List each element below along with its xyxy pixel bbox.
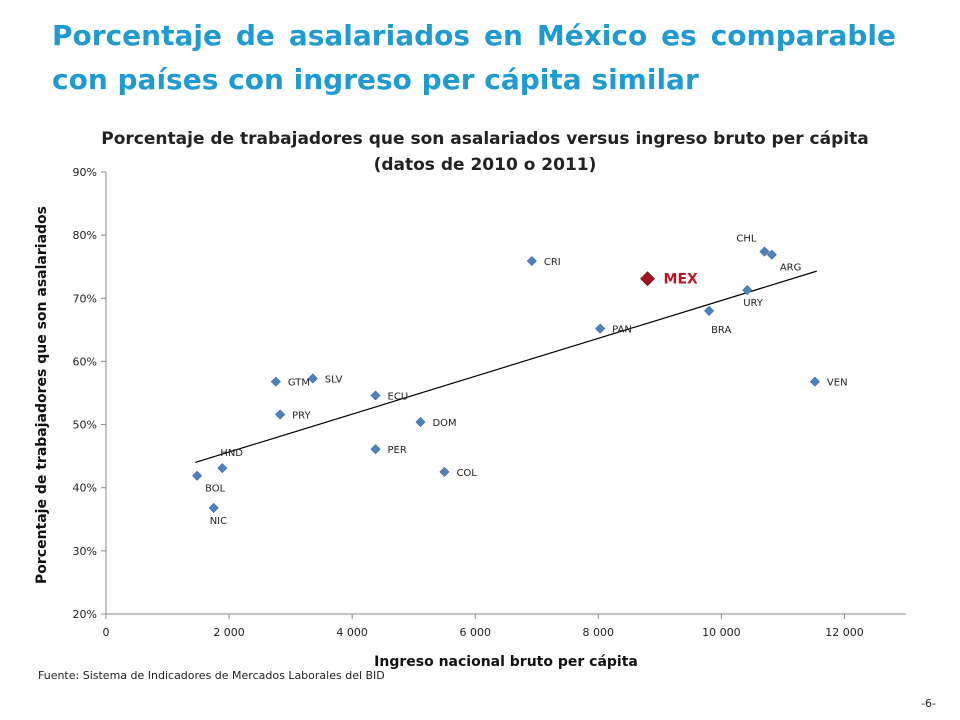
point-label-bol: BOL	[205, 484, 226, 495]
y-tick-label: 80%	[73, 229, 97, 242]
trendline	[195, 270, 817, 464]
page-number: -6-	[921, 697, 936, 710]
point-label-ury: URY	[743, 298, 764, 309]
point-label-per: PER	[388, 445, 407, 456]
y-tick-label: 90%	[73, 166, 97, 179]
point-marker-slv	[307, 373, 318, 384]
y-tick-label: 60%	[73, 355, 97, 368]
point-marker-hnd	[217, 463, 228, 474]
x-tick-label: 10 000	[702, 626, 741, 639]
point-label-pry: PRY	[292, 410, 311, 421]
point-marker-ury	[742, 285, 753, 296]
point-marker-bra	[704, 305, 715, 316]
point-label-arg: ARG	[780, 263, 802, 274]
chart-title: Porcentaje de trabajadores que son asala…	[101, 129, 869, 175]
source-note: Fuente: Sistema de Indicadores de Mercad…	[38, 669, 385, 682]
data-points: CRI CHL ARG MEX URY BRA PAN GTM SLV VEN ECU PRY DOM P…	[192, 234, 848, 527]
x-tick-label: 12 000	[825, 626, 864, 639]
point-marker-dom	[415, 417, 426, 428]
point-label-mex: MEX	[664, 272, 698, 288]
x-tick-label: 0	[103, 626, 110, 639]
point-label-hnd: HND	[220, 448, 243, 459]
point-label-pan: PAN	[612, 325, 632, 336]
point-label-bra: BRA	[711, 325, 731, 336]
point-marker-ecu	[370, 390, 381, 401]
point-marker-chl	[759, 246, 770, 257]
trendline-group	[195, 270, 817, 464]
point-label-dom: DOM	[432, 418, 456, 429]
point-label-gtm: GTM	[288, 378, 310, 389]
x-tick-label: 2 000	[213, 626, 245, 639]
point-label-nic: NIC	[210, 516, 227, 527]
y-tick-label: 30%	[73, 545, 97, 558]
x-axis-label: Ingreso nacional bruto per cápita	[374, 654, 638, 670]
point-marker-col	[439, 466, 450, 477]
point-marker-arg	[766, 249, 777, 260]
y-axis-label: Porcentaje de trabajadores que son asala…	[34, 206, 50, 584]
point-label-chl: CHL	[736, 234, 757, 245]
point-label-col: COL	[456, 468, 477, 479]
y-tick-label: 50%	[73, 419, 97, 432]
point-label-ecu: ECU	[388, 392, 409, 403]
x-tick-label: 4 000	[336, 626, 368, 639]
slide-title: Porcentaje de asalariados en México es c…	[52, 19, 896, 96]
point-marker-cri	[526, 256, 537, 267]
x-tick-label: 8 000	[583, 626, 615, 639]
y-tick-label: 40%	[73, 482, 97, 495]
point-marker-gtm	[270, 376, 281, 387]
point-marker-ven	[809, 376, 820, 387]
point-marker-per	[370, 444, 381, 455]
point-marker-nic	[208, 502, 219, 513]
point-marker-pan	[595, 323, 606, 334]
point-label-slv: SLV	[325, 374, 343, 385]
y-tick-label: 70%	[73, 292, 97, 305]
y-tick-label: 20%	[73, 608, 97, 621]
x-tick-label: 6 000	[459, 626, 491, 639]
point-marker-pry	[275, 409, 286, 420]
point-marker-bol	[192, 470, 203, 481]
point-label-cri: CRI	[544, 257, 561, 268]
point-label-ven: VEN	[827, 378, 848, 389]
point-marker-mex	[640, 271, 655, 287]
chart-axes: 20% 30% 40% 50% 60% 70% 80% 90% 0 2 000 4 000 6 000…	[73, 166, 906, 639]
